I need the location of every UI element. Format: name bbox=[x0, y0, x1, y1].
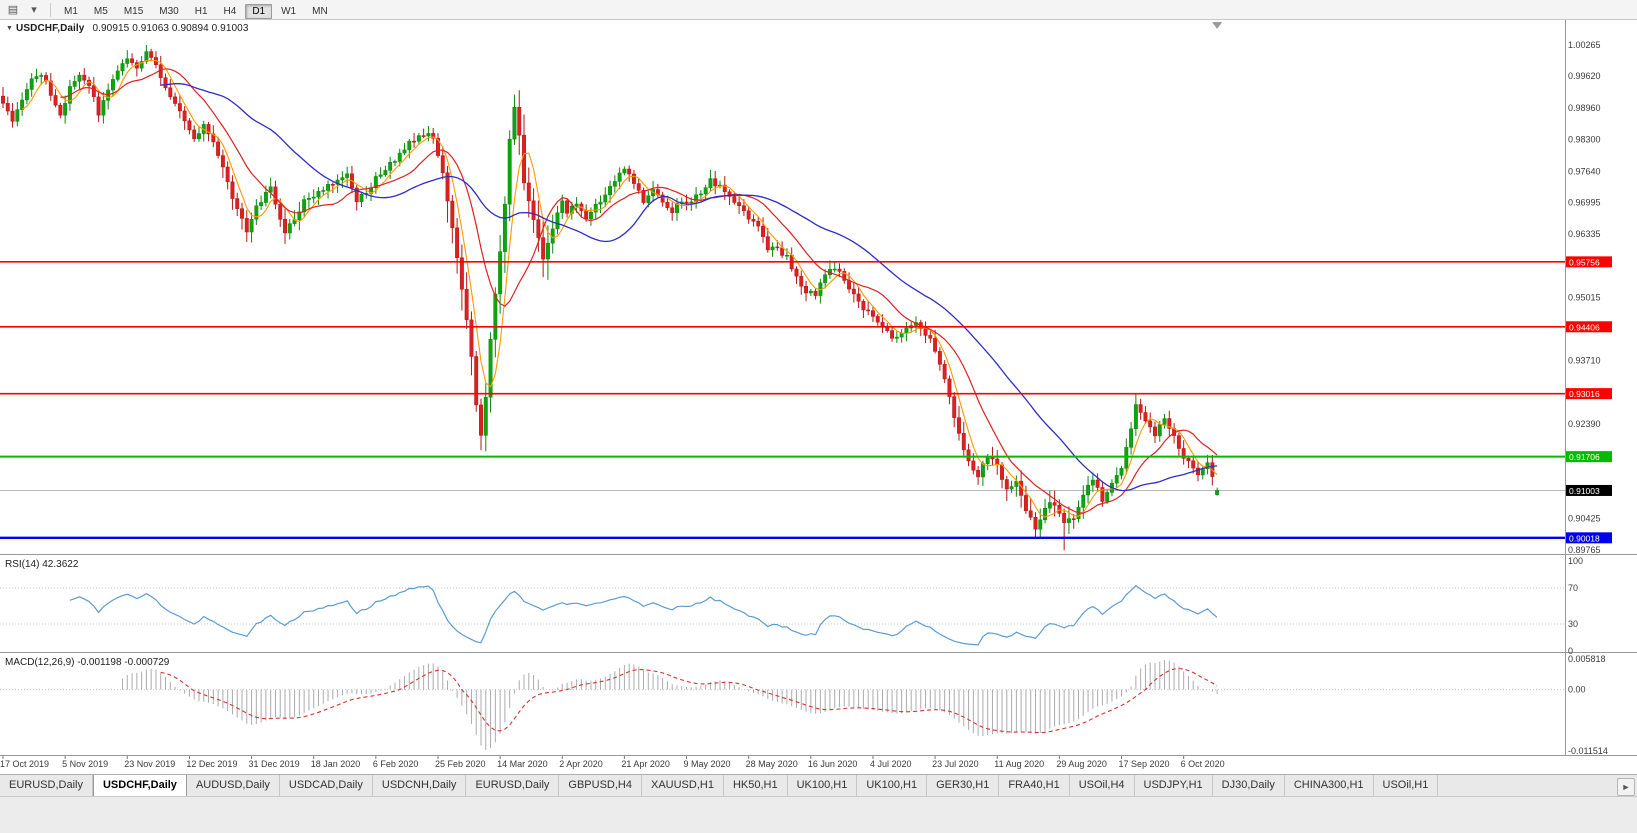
time-axis[interactable] bbox=[0, 756, 1565, 774]
macd-panel-layer: 0.005818 0.00 -0.011514 bbox=[0, 654, 1608, 756]
symbol-tab-uk100-h1[interactable]: UK100,H1 bbox=[788, 775, 858, 796]
symbol-tab-eurusd-daily[interactable]: EURUSD,Daily bbox=[0, 775, 93, 796]
svg-text:14 Mar 2020: 14 Mar 2020 bbox=[497, 759, 548, 769]
symbol-tab-usoil-h4[interactable]: USOil,H4 bbox=[1070, 775, 1135, 796]
svg-text:12 Dec 2019: 12 Dec 2019 bbox=[186, 759, 237, 769]
symbol-tab-gbpusd-h4[interactable]: GBPUSD,H4 bbox=[559, 775, 642, 796]
svg-text:2 Apr 2020: 2 Apr 2020 bbox=[559, 759, 603, 769]
symbol-tab-fra40-h1[interactable]: FRA40,H1 bbox=[999, 775, 1070, 796]
chart-title: ▼ USDCHF,Daily 0.90915 0.91063 0.90894 0.9… bbox=[6, 23, 249, 34]
chart-windows-icon[interactable]: ▤ bbox=[7, 4, 19, 16]
moving-averages-layer bbox=[21, 59, 1218, 518]
svg-text:21 Apr 2020: 21 Apr 2020 bbox=[621, 759, 670, 769]
svg-text:0.005818: 0.005818 bbox=[1568, 654, 1606, 664]
symbol-tab-dj30-daily[interactable]: DJ30,Daily bbox=[1213, 775, 1285, 796]
svg-text:9 May 2020: 9 May 2020 bbox=[684, 759, 731, 769]
symbol-tab-ger30-h1[interactable]: GER30,H1 bbox=[927, 775, 1000, 796]
timeframe-button-MN[interactable]: MN bbox=[312, 5, 328, 17]
chart-window: ▼ USDCHF,Daily 0.90915 0.91063 0.90894 0.9… bbox=[0, 20, 1637, 774]
symbol-tab-eurusd-daily[interactable]: EURUSD,Daily bbox=[466, 775, 560, 796]
svg-text:0.93710: 0.93710 bbox=[1568, 355, 1601, 365]
macd-indicator-label: MACD(12,26,9) -0.001198 -0.000729 bbox=[5, 657, 170, 668]
svg-text:0.96335: 0.96335 bbox=[1568, 229, 1601, 239]
candles-layer bbox=[1, 45, 1220, 551]
chart-shift-marker bbox=[1212, 22, 1223, 29]
collapse-icon[interactable]: ▼ bbox=[6, 25, 14, 32]
svg-text:5 Nov 2019: 5 Nov 2019 bbox=[62, 759, 108, 769]
svg-text:0.93016: 0.93016 bbox=[1569, 389, 1600, 399]
chart-ohlc-values: 0.90915 0.91063 0.90894 0.91003 bbox=[92, 23, 249, 34]
price-chart-canvas[interactable]: 100 70 30 00.005818 0.00 -0.011514 1.00265 0.99… bbox=[0, 20, 1637, 774]
svg-text:0: 0 bbox=[1568, 646, 1573, 656]
symbol-tab-usdjpy-h1[interactable]: USDJPY,H1 bbox=[1135, 775, 1213, 796]
toolbar-separator bbox=[50, 2, 51, 17]
svg-text:1.00265: 1.00265 bbox=[1568, 40, 1601, 50]
svg-text:0.92390: 0.92390 bbox=[1568, 419, 1601, 429]
svg-text:23 Nov 2019: 23 Nov 2019 bbox=[124, 759, 175, 769]
svg-text:-0.011514: -0.011514 bbox=[1568, 746, 1608, 756]
svg-text:0.95015: 0.95015 bbox=[1568, 293, 1601, 303]
svg-text:16 Jun 2020: 16 Jun 2020 bbox=[808, 759, 858, 769]
svg-text:6 Oct 2020: 6 Oct 2020 bbox=[1181, 759, 1225, 769]
timeframe-button-M5[interactable]: M5 bbox=[93, 5, 108, 17]
svg-text:100: 100 bbox=[1568, 556, 1583, 566]
chart-symbol-timeframe: USDCHF,Daily bbox=[16, 23, 85, 34]
svg-text:4 Jul 2020: 4 Jul 2020 bbox=[870, 759, 912, 769]
symbol-tab-xauusd-h1[interactable]: XAUUSD,H1 bbox=[642, 775, 724, 796]
timeframe-button-M15[interactable]: M15 bbox=[123, 5, 144, 17]
svg-text:11 Aug 2020: 11 Aug 2020 bbox=[994, 759, 1044, 769]
top-toolbar: ▤ ▾ M1 M5 M15 M30 H1 H4 D1 W1 MN bbox=[0, 0, 1637, 20]
price-axis[interactable] bbox=[1565, 20, 1637, 755]
svg-text:6 Feb 2020: 6 Feb 2020 bbox=[373, 759, 419, 769]
svg-text:0.90425: 0.90425 bbox=[1568, 513, 1601, 523]
symbol-tab-audusd-daily[interactable]: AUDUSD,Daily bbox=[187, 775, 280, 796]
timeframe-button-group: M1 M5 M15 M30 H1 H4 D1 W1 MN bbox=[56, 1, 336, 19]
svg-text:0.91706: 0.91706 bbox=[1569, 452, 1600, 462]
svg-text:23 Jul 2020: 23 Jul 2020 bbox=[932, 759, 979, 769]
symbol-tab-bar: EURUSD,Daily USDCHF,Daily AUDUSD,Daily USDC… bbox=[0, 774, 1637, 796]
date-axis-labels: 17 Oct 2019 5 Nov 2019 23 Nov 2019 12 Dec 2… bbox=[0, 756, 1225, 769]
symbol-tab-usoil-h1[interactable]: USOil,H1 bbox=[1374, 775, 1439, 796]
timeframe-button-D1[interactable]: D1 bbox=[245, 3, 273, 19]
symbol-tab-china300-h1[interactable]: CHINA300,H1 bbox=[1285, 775, 1374, 796]
status-bar bbox=[0, 796, 1637, 833]
svg-text:30: 30 bbox=[1568, 619, 1578, 629]
rsi-indicator-label: RSI(14) 42.3622 bbox=[5, 559, 79, 570]
timeframe-button-W1[interactable]: W1 bbox=[281, 5, 297, 17]
symbol-tab-usdcad-daily[interactable]: USDCAD,Daily bbox=[280, 775, 373, 796]
timeframe-button-M1[interactable]: M1 bbox=[64, 5, 78, 17]
svg-text:17 Sep 2020: 17 Sep 2020 bbox=[1119, 759, 1170, 769]
rsi-panel-layer: 100 70 30 0 bbox=[0, 556, 1583, 656]
price-axis-labels: 1.00265 0.99620 0.98960 0.98300 0.97640 0.969… bbox=[1566, 40, 1612, 555]
svg-text:0.90018: 0.90018 bbox=[1569, 533, 1600, 543]
symbol-tab-hk50-h1[interactable]: HK50,H1 bbox=[724, 775, 788, 796]
svg-text:28 May 2020: 28 May 2020 bbox=[746, 759, 798, 769]
svg-text:18 Jan 2020: 18 Jan 2020 bbox=[311, 759, 361, 769]
svg-text:0.98300: 0.98300 bbox=[1568, 135, 1601, 145]
svg-text:0.91003: 0.91003 bbox=[1569, 486, 1600, 496]
dropdown-icon[interactable]: ▾ bbox=[31, 4, 37, 16]
svg-text:31 Dec 2019: 31 Dec 2019 bbox=[249, 759, 300, 769]
svg-text:0.00: 0.00 bbox=[1568, 685, 1586, 695]
symbol-tab-usdchf-daily[interactable]: USDCHF,Daily bbox=[92, 775, 187, 796]
svg-text:0.97640: 0.97640 bbox=[1568, 166, 1601, 176]
timeframe-button-M30[interactable]: M30 bbox=[159, 5, 179, 17]
svg-text:17 Oct 2019: 17 Oct 2019 bbox=[0, 759, 49, 769]
timeframe-button-H1[interactable]: H1 bbox=[194, 5, 208, 17]
symbol-tab-usdcnh-daily[interactable]: USDCNH,Daily bbox=[373, 775, 467, 796]
svg-text:70: 70 bbox=[1568, 583, 1578, 593]
svg-text:0.94406: 0.94406 bbox=[1569, 322, 1600, 332]
svg-text:0.98960: 0.98960 bbox=[1568, 103, 1601, 113]
svg-text:0.99620: 0.99620 bbox=[1568, 71, 1601, 81]
horizontal-lines-layer bbox=[0, 261, 1565, 540]
svg-text:25 Feb 2020: 25 Feb 2020 bbox=[435, 759, 486, 769]
svg-text:29 Aug 2020: 29 Aug 2020 bbox=[1056, 759, 1107, 769]
svg-text:0.89765: 0.89765 bbox=[1568, 545, 1601, 555]
svg-text:0.95756: 0.95756 bbox=[1569, 257, 1600, 267]
symbol-tab-uk100-h1[interactable]: UK100,H1 bbox=[857, 775, 928, 796]
tabs-scroll-right-button[interactable]: ► bbox=[1617, 778, 1635, 796]
timeframe-button-H4[interactable]: H4 bbox=[223, 5, 237, 17]
svg-text:0.96995: 0.96995 bbox=[1568, 197, 1601, 207]
